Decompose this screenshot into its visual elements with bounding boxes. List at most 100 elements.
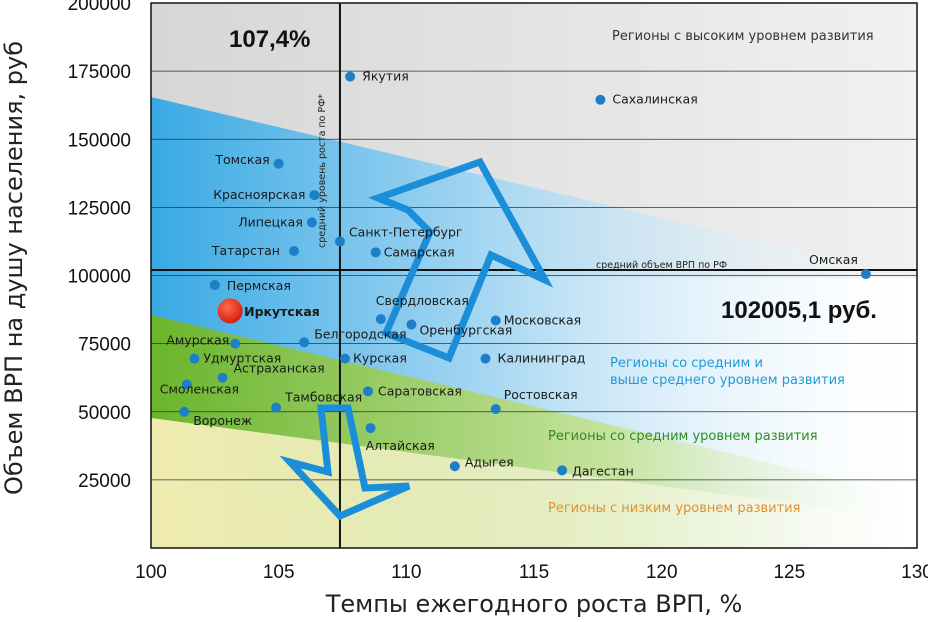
y-tick-label: 75000 [78,335,131,356]
zone-label-average: Регионы со средним уровнем развития [548,429,818,444]
data-point: Якутия [345,69,409,84]
point-label: Свердловская [376,293,469,308]
point-label: Тамбовская [284,390,362,405]
point-label: Дагестан [572,463,634,478]
x-tick-label: 120 [646,562,678,583]
data-point: Омская [809,252,871,280]
data-point: Санкт-Петербург [334,224,463,247]
y-tick-label: 150000 [68,130,131,151]
point-marker [230,338,241,349]
point-label: Астраханская [233,361,324,376]
data-point: Белгородская [299,326,407,348]
data-point: Самарская [370,244,455,259]
point-marker [273,158,284,169]
point-marker [288,245,299,256]
data-point: Татарстан [211,243,299,258]
point-marker [490,315,501,326]
point-marker [340,353,351,364]
y-tick-label: 50000 [78,403,131,424]
point-label: Саратовская [378,383,462,398]
zone-label-high: Регионы с высоким уровнем развития [612,29,874,44]
point-label: Самарская [384,244,455,259]
point-label: Татарстан [211,243,280,258]
point-label: Курская [353,351,407,366]
x-tick-label: 105 [263,562,295,583]
point-label: Амурская [166,333,229,348]
point-label: Омская [809,252,858,267]
point-marker [334,236,345,247]
data-point: Липецкая [238,214,317,229]
point-label: Пермская [227,278,291,293]
point-label: Калининград [497,351,585,366]
data-point: Томская [214,152,284,169]
point-marker [370,247,381,258]
x-tick-label: 125 [773,562,805,583]
data-point: Смоленская [160,379,239,397]
point-label: Ростовская [504,387,578,402]
point-marker [299,337,310,348]
point-label: Томская [214,152,269,167]
x-tick-label: 100 [135,562,167,583]
plot-frame [150,2,918,549]
plot-background [151,3,917,548]
point-label: Алтайская [366,438,435,453]
point-marker [406,319,417,330]
point-marker [309,190,320,201]
x-ticks: 100 105 110 115 120 125 130 [135,562,928,583]
point-marker [271,402,282,413]
point-marker [375,314,386,325]
point-marker [490,404,501,415]
point-label: Удмуртская [203,351,281,366]
point-marker [189,353,200,364]
data-point: Курская [340,351,407,366]
data-point: Алтайская [365,423,435,453]
y-tick-label: 175000 [68,62,131,83]
data-point: Ростовская [490,387,578,415]
point-marker [480,353,491,364]
point-label: Красноярская [213,187,305,202]
decline-arrow [279,404,411,521]
point-label: Московская [504,312,581,327]
data-point: Сахалинская [595,92,698,107]
point-label: Якутия [362,69,409,84]
data-point: Удмуртская [189,351,281,366]
x-tick-label: 115 [519,562,549,583]
data-point: Оренбургская [406,319,512,338]
data-point: Амурская [166,333,241,349]
point-marker [557,465,568,476]
zone-label-low: Регионы с низким уровнем развития [548,501,800,516]
point-marker [595,94,606,105]
point-marker [217,372,228,383]
y-tick-label: 200000 [68,0,131,15]
avg-grp-value-label: 102005,1 руб. [721,297,877,324]
point-marker [860,269,871,280]
avg-growth-value-label: 107,4% [229,26,310,53]
data-point: Адыгея [449,454,514,472]
data-point: Свердловская [375,293,469,325]
avg-growth-line-label: средний уровень роста по РФ* [317,94,328,248]
data-point: Калининград [480,351,585,366]
point-label: Адыгея [465,454,514,469]
data-point: Тамбовская [271,390,362,413]
y-tick-label: 100000 [68,267,131,288]
point-label: Липецкая [238,214,303,229]
data-point: Красноярская [213,187,320,202]
data-point: Воронеж [179,406,252,428]
data-point: Дагестан [557,463,634,478]
growth-arrow [368,157,554,363]
point-marker [179,406,190,417]
point-marker [181,379,192,390]
point-label: Санкт-Петербург [349,224,463,239]
highlight-marker [217,298,243,324]
y-tick-label: 125000 [68,198,131,219]
point-marker [209,280,220,291]
data-point: Иркутская [217,298,320,324]
zone-label-above-average: Регионы со средним и выше среднего уровн… [610,356,845,388]
point-marker [365,423,376,434]
point-label: Оренбургская [419,323,512,338]
point-marker [306,217,317,228]
y-axis-label: Объем ВРП на душу населения, руб [0,41,28,495]
x-axis-label: Темпы ежегодного роста ВРП, % [325,590,743,618]
y-ticks: 25000 50000 75000 100000 125000 150000 175000 2… [68,0,131,492]
